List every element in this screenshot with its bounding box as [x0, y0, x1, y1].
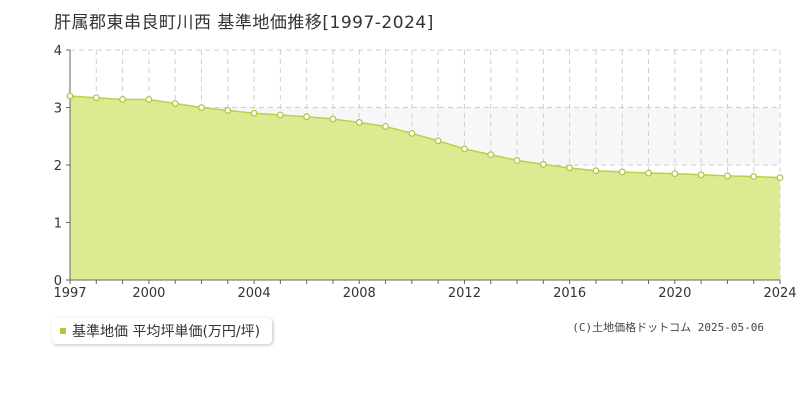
data-point: [66, 92, 74, 100]
data-point: [513, 156, 521, 164]
chart-title: 肝属郡東串良町川西 基準地価推移[1997-2024]: [54, 13, 434, 33]
x-tick-label: 2000: [132, 286, 165, 301]
data-point: [250, 109, 258, 117]
data-point: [92, 94, 100, 102]
legend-swatch: [60, 328, 66, 334]
legend: 基準地価 平均坪単価(万円/坪): [52, 318, 273, 344]
data-point: [618, 168, 626, 176]
x-tick-label: 1997: [53, 286, 86, 301]
x-tick-label: 2004: [238, 286, 271, 301]
series-area: [70, 96, 780, 280]
y-tick-label: 4: [54, 44, 62, 59]
data-point: [355, 119, 363, 126]
data-point: [198, 104, 205, 111]
data-point: [671, 170, 679, 178]
data-point: [776, 174, 784, 182]
x-tick-label: 2024: [763, 286, 796, 301]
legend-label: 基準地価 平均坪単価(万円/坪): [72, 324, 261, 340]
data-point: [487, 151, 495, 159]
data-point: [224, 106, 232, 114]
data-point: [145, 96, 153, 103]
y-tick-label: 2: [54, 159, 62, 174]
data-point: [329, 115, 337, 123]
y-tick-label: 0: [54, 274, 62, 289]
data-point: [382, 123, 389, 130]
y-tick-label: 3: [54, 102, 62, 117]
data-point: [171, 100, 179, 107]
x-tick-label: 2016: [553, 286, 586, 301]
y-tick-label: 1: [54, 217, 62, 232]
data-point: [592, 167, 600, 175]
x-tick-label: 2008: [343, 286, 376, 301]
data-point: [408, 129, 416, 137]
data-point: [566, 164, 574, 172]
x-tick-label: 2020: [658, 286, 691, 301]
data-point: [645, 169, 652, 177]
data-point: [539, 161, 547, 168]
data-point: [461, 145, 468, 153]
data-point: [119, 96, 126, 103]
data-point: [697, 171, 705, 179]
data-point: [276, 111, 284, 119]
data-point: [434, 137, 442, 145]
copyright-credit: (C)土地価格ドットコム 2025-05-06: [572, 321, 764, 334]
series-line: [69, 95, 781, 179]
data-point: [724, 172, 731, 180]
data-point: [750, 173, 758, 180]
x-tick-label: 2012: [448, 286, 481, 301]
data-point: [303, 113, 311, 121]
